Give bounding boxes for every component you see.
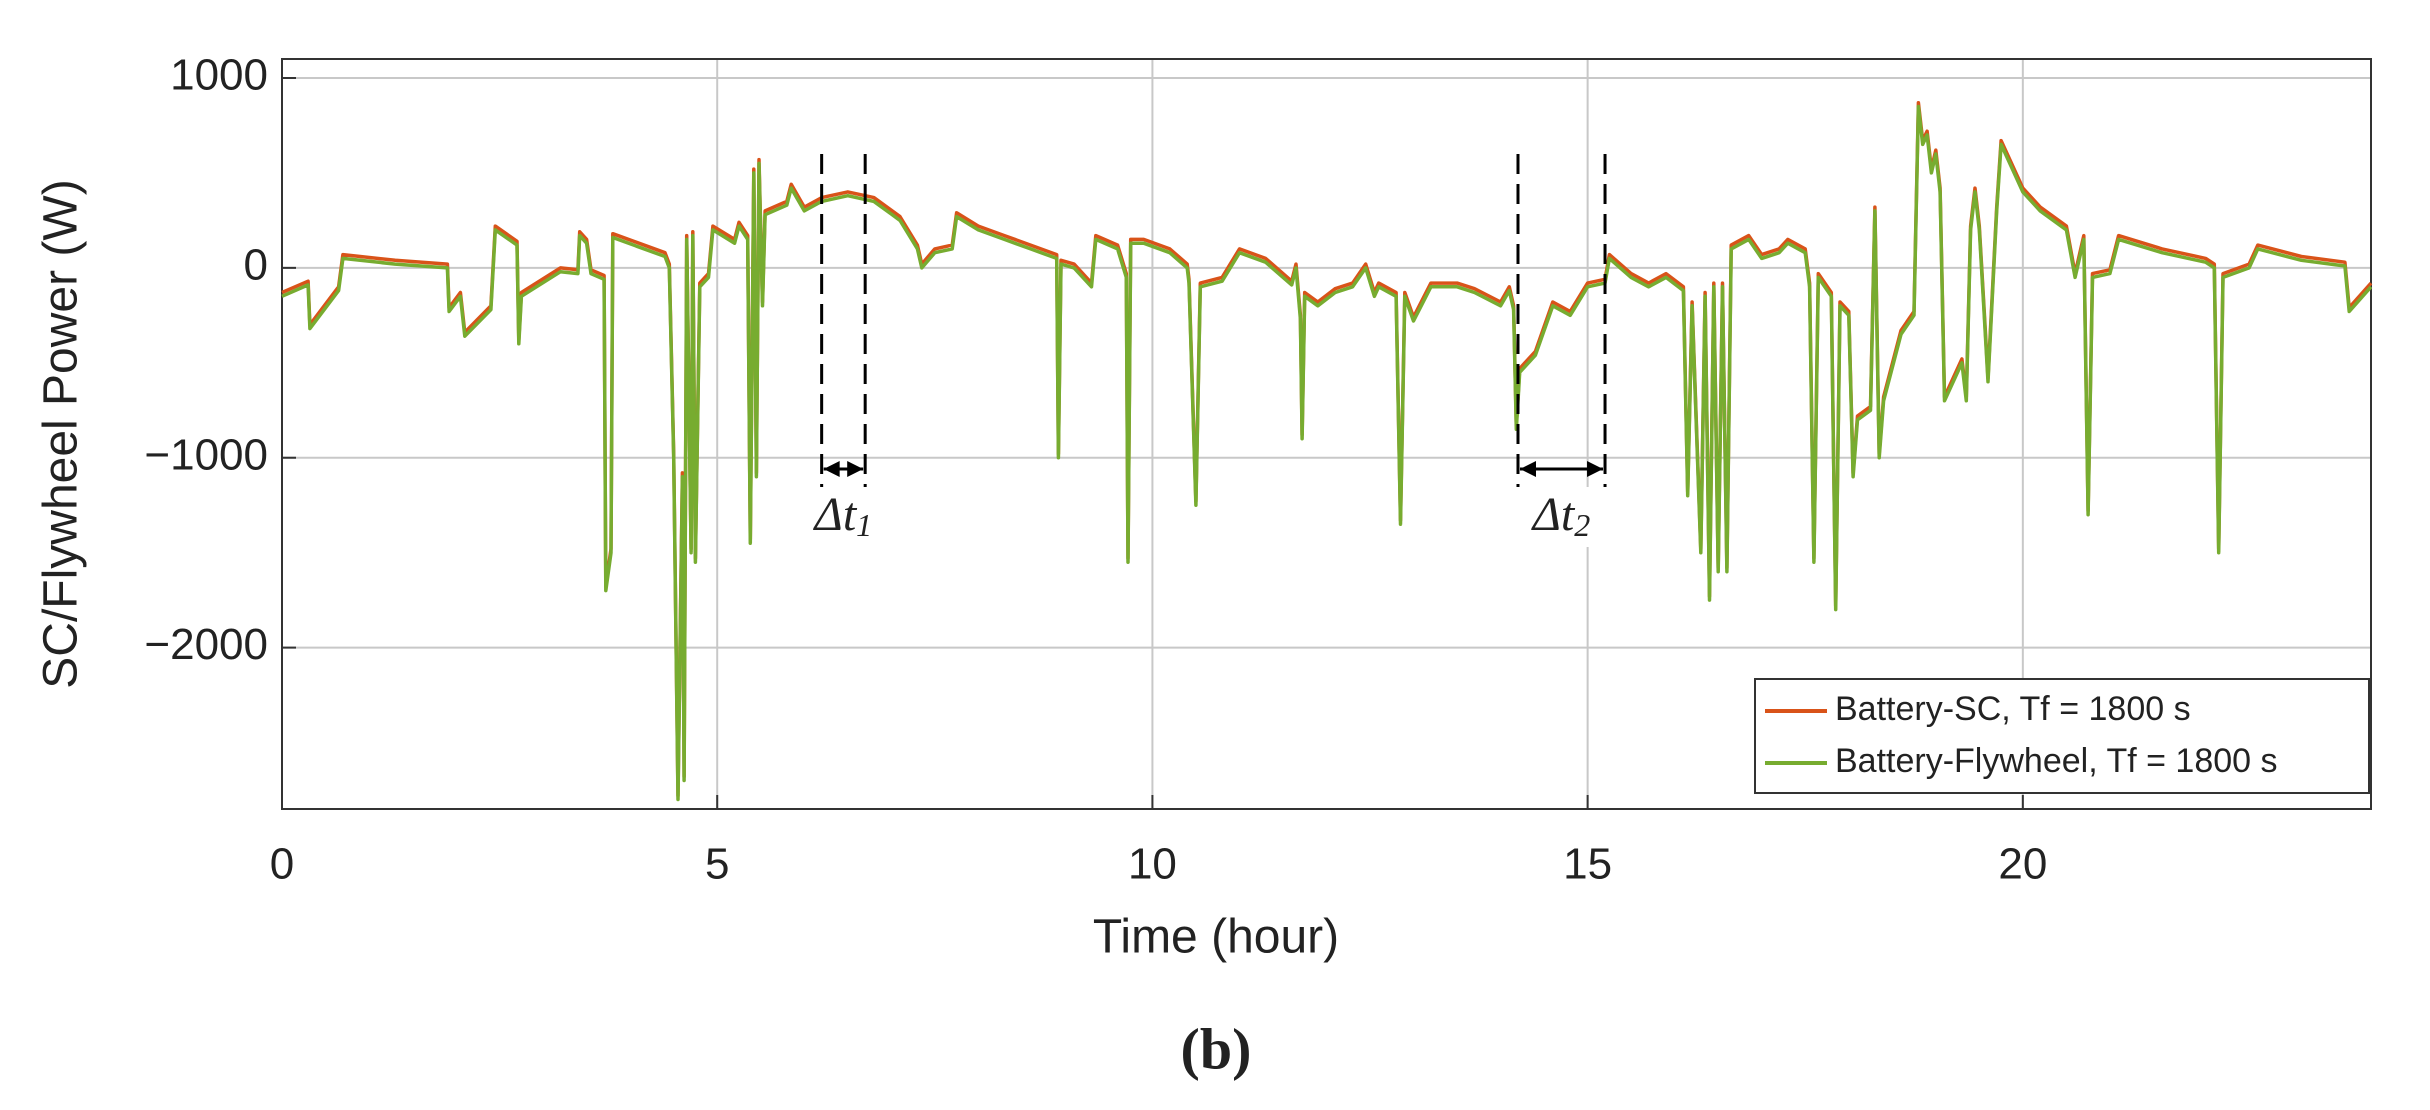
legend-label: Battery-SC, Tf = 1800 s [1835, 690, 2191, 728]
x-tick-label: 20 [1998, 840, 2047, 889]
x-tick-label: 0 [270, 840, 294, 889]
arrow-head [1587, 461, 1604, 477]
annotation-text: Δt [1531, 488, 1576, 541]
arrow-head [1519, 461, 1536, 477]
annotation: Δt1 [813, 488, 873, 543]
y-tick-label: −2000 [144, 620, 268, 669]
annotation: Δt2 [1531, 488, 1591, 543]
x-tick-label: 10 [1128, 840, 1177, 889]
annotation-bg [1506, 487, 1617, 547]
annotation-bg [788, 487, 899, 547]
x-axis-label: Time (hour) [1093, 911, 1339, 964]
caption: (b) [1181, 1016, 1252, 1081]
arrow-head [823, 461, 840, 477]
y-tick-label: 0 [244, 240, 268, 289]
x-tick-label: 5 [705, 840, 729, 889]
x-tick-label: 15 [1563, 840, 1612, 889]
legend-label: Battery-Flywheel, Tf = 1800 s [1835, 742, 2278, 780]
y-tick-label: −1000 [144, 430, 268, 479]
plot-frame [281, 58, 2372, 810]
arrow-head [847, 461, 864, 477]
y-axis-label: SC/Flywheel Power (W) [35, 179, 88, 688]
annotation-sub: 1 [856, 507, 872, 543]
legend-box [1754, 678, 2370, 794]
annotation-text: Δt [813, 488, 858, 541]
annotation-sub: 2 [1574, 507, 1590, 543]
y-tick-label: 1000 [170, 51, 268, 100]
series-line [281, 104, 2373, 802]
